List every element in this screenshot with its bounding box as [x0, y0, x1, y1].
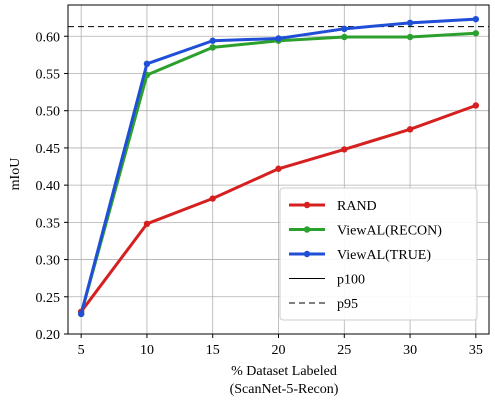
x-tick-label: 25: [337, 343, 351, 358]
y-tick-label: 0.25: [36, 291, 61, 306]
x-tick-label: 35: [469, 343, 483, 358]
data-point: [143, 60, 151, 68]
legend-marker: [303, 226, 311, 233]
data-point: [341, 25, 348, 33]
series-viewal-true-: [77, 15, 480, 318]
legend-marker: [303, 250, 311, 258]
x-axis-label: % Dataset Labeled: [231, 364, 337, 379]
x-ticks: 5 10 15 20 25 30 35: [78, 334, 483, 358]
data-point: [406, 33, 414, 41]
y-tick-label: 0.40: [36, 179, 61, 194]
y-tick-label: 0.60: [36, 30, 61, 45]
x-tick-label: 20: [272, 343, 286, 358]
data-point: [341, 146, 348, 153]
data-point: [275, 35, 282, 42]
data-point: [472, 15, 480, 23]
data-point: [406, 126, 414, 133]
y-tick-label: 0.30: [36, 254, 61, 269]
x-tick-label: 10: [140, 343, 154, 358]
legend: RAND ViewAL(RECON) ViewAL(TRUE) p100 p95: [279, 187, 478, 321]
x-tick-label: 5: [78, 343, 85, 358]
x-tick-label: 30: [403, 343, 417, 358]
x-tick-label: 15: [206, 343, 220, 358]
data-point: [209, 44, 216, 51]
legend-label: p95: [337, 297, 358, 312]
data-point: [209, 195, 216, 202]
y-axis-label: mIoU: [8, 158, 23, 191]
legend-box: [279, 187, 478, 321]
series-layer: [77, 15, 480, 318]
data-point: [406, 19, 414, 27]
legend-label: p100: [337, 273, 365, 288]
y-tick-label: 0.35: [36, 216, 61, 231]
y-tick-label: 0.50: [36, 105, 61, 120]
y-ticks: 0.20 0.25 0.30 0.35 0.40 0.45 0.50 0.55 0.60: [36, 30, 68, 343]
legend-label: RAND: [337, 199, 377, 214]
x-axis-label-line2: (ScanNet-5-Recon): [230, 382, 339, 397]
y-tick-label: 0.55: [36, 67, 61, 82]
y-tick-label: 0.20: [36, 328, 61, 343]
data-point: [209, 37, 216, 44]
data-point: [341, 33, 348, 41]
data-point: [143, 220, 151, 228]
grid: [68, 5, 489, 335]
data-point: [472, 30, 480, 37]
legend-label: ViewAL(RECON): [337, 224, 442, 239]
legend-marker: [303, 201, 311, 209]
y-tick-label: 0.45: [36, 142, 61, 157]
data-point: [472, 102, 480, 109]
legend-label: ViewAL(TRUE): [337, 248, 431, 263]
data-point: [77, 310, 85, 318]
data-point: [275, 165, 282, 172]
